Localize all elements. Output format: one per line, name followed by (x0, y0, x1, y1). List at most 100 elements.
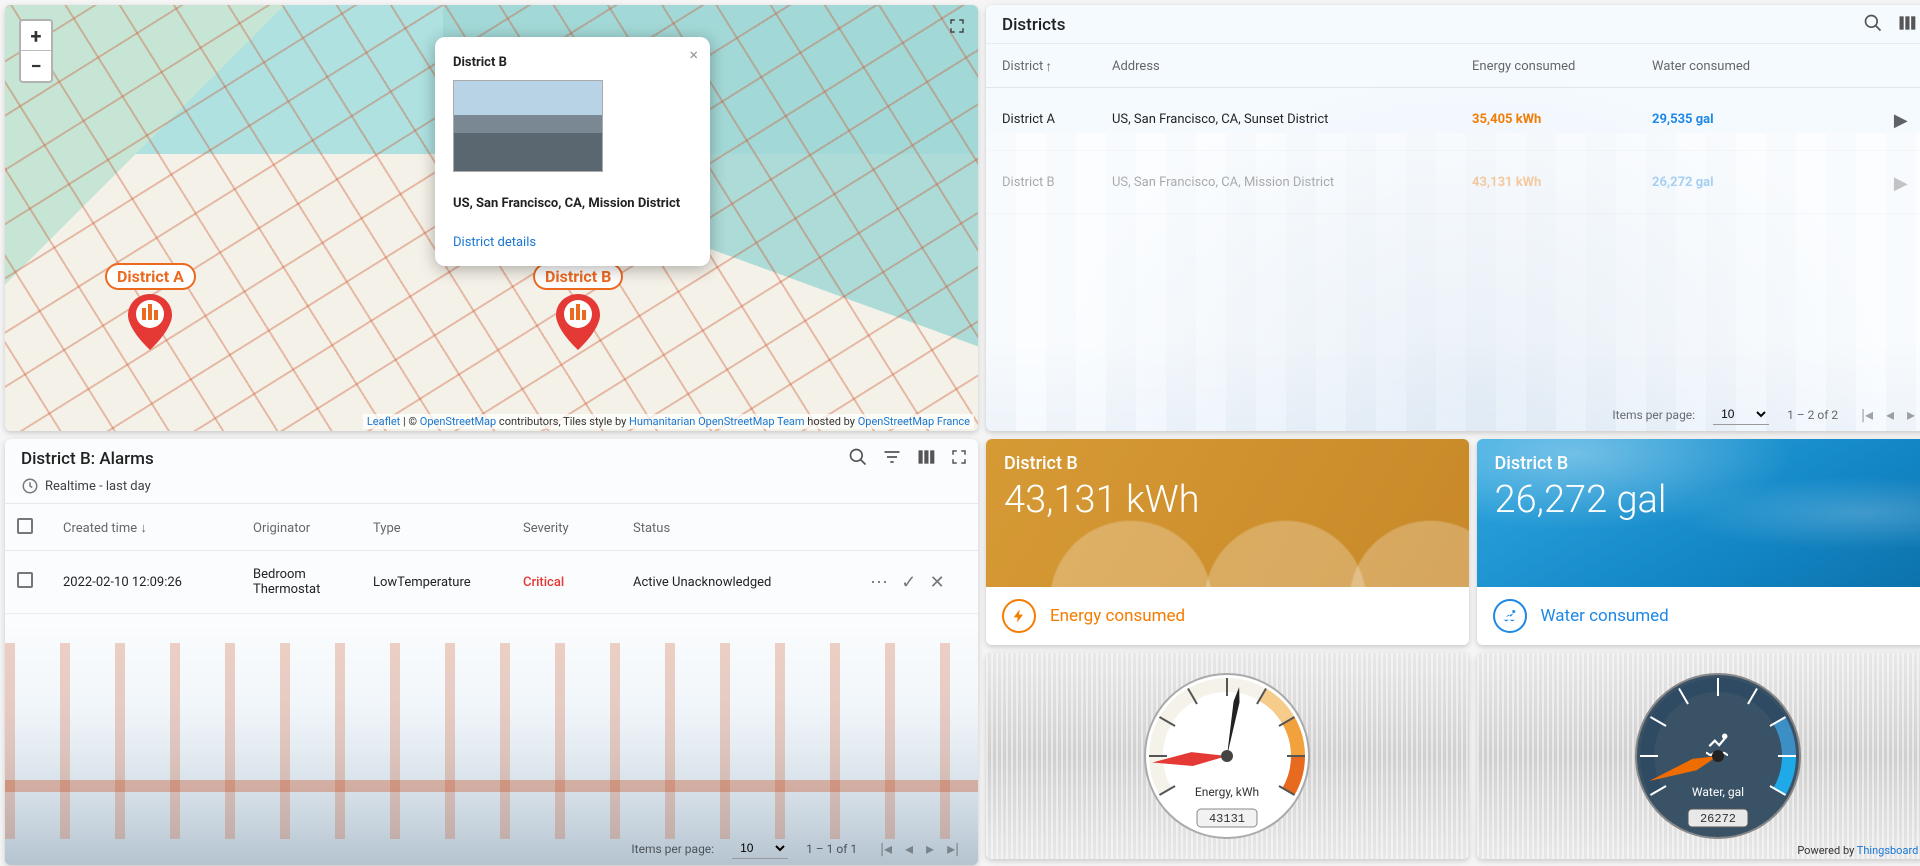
table-row[interactable]: 2022-02-10 12:09:26 Bedroom Thermostat L… (5, 551, 978, 614)
more-icon[interactable]: ⋯ (870, 572, 888, 593)
col-originator[interactable]: Originator (241, 504, 361, 551)
clear-icon[interactable]: ✕ (930, 572, 945, 593)
cell-type: LowTemperature (361, 551, 511, 614)
stats-gauges-group: District B 43,131 kWh Energy consumed Di… (986, 439, 1920, 865)
columns-icon[interactable] (916, 447, 936, 467)
col-type[interactable]: Type (361, 504, 511, 551)
columns-icon[interactable] (1897, 13, 1917, 33)
districts-widget: Districts District↑ Address Energy consu… (986, 5, 1920, 431)
district-details-link[interactable]: District details (453, 235, 536, 250)
realtime-subline[interactable]: Realtime - last day (5, 477, 978, 503)
thingsboard-link[interactable]: Thingsboard v.3.3.4 (1857, 844, 1920, 857)
osmfr-link[interactable]: OpenStreetMap France (858, 415, 970, 428)
alarms-table: Created time ↓ Originator Type Severity … (5, 503, 978, 614)
bolt-icon (1002, 599, 1036, 633)
play-icon[interactable]: ▶ (1894, 110, 1908, 131)
cell-energy: 43,131 kWh (1456, 151, 1636, 214)
filter-icon[interactable] (882, 447, 902, 467)
popup-address: US, San Francisco, CA, Mission District (453, 196, 692, 211)
energy-stat-card: District B 43,131 kWh Energy consumed (986, 439, 1469, 645)
stat-label: Water consumed (1541, 606, 1669, 626)
svg-text:43131: 43131 (1209, 812, 1245, 826)
svg-text:Energy, kWh: Energy, kWh (1195, 785, 1259, 799)
water-stat-card: District B 26,272 gal Water consumed (1477, 439, 1920, 645)
pager-range: 1 – 2 of 2 (1787, 408, 1838, 422)
cell-address: US, San Francisco, CA, Mission District (1096, 151, 1456, 214)
search-icon[interactable] (1863, 13, 1883, 33)
col-address[interactable]: Address (1096, 44, 1456, 88)
cell-created: 2022-02-10 12:09:26 (51, 551, 241, 614)
col-energy[interactable]: Energy consumed (1456, 44, 1636, 88)
col-status[interactable]: Status (621, 504, 848, 551)
table-row[interactable]: District A US, San Francisco, CA, Sunset… (986, 88, 1920, 151)
cell-water: 26,272 gal (1636, 151, 1816, 214)
map-popup: × District B US, San Francisco, CA, Miss… (435, 37, 710, 266)
widget-tools (1863, 13, 1920, 33)
table-row[interactable]: District B US, San Francisco, CA, Missio… (986, 151, 1920, 214)
row-checkbox[interactable] (17, 572, 33, 588)
cell-status: Active Unacknowledged (621, 551, 848, 614)
search-icon[interactable] (848, 447, 868, 467)
widget-title: Districts (986, 5, 1920, 43)
pin-icon (105, 294, 196, 350)
cell-district: District B (986, 151, 1096, 214)
ipp-label: Items per page: (1612, 408, 1695, 422)
cell-district: District A (986, 88, 1096, 151)
page-first-icon[interactable]: |◂ (880, 839, 892, 858)
stat-district-name: District B (1004, 453, 1451, 474)
energy-gauge: Energy, kWh 43131 (986, 653, 1469, 859)
map-marker-district-a[interactable]: District A (105, 263, 196, 350)
col-water[interactable]: Water consumed (1636, 44, 1816, 88)
alarms-widget: District B: Alarms Realtime - last day C… (5, 439, 978, 865)
page-prev-icon[interactable]: ◂ (905, 839, 913, 858)
cell-energy: 35,405 kWh (1456, 88, 1636, 151)
ipp-label: Items per page: (631, 842, 714, 856)
map-widget: + − District A District B × District B U… (5, 5, 978, 431)
close-icon[interactable]: × (689, 45, 698, 64)
select-all-checkbox[interactable] (17, 518, 33, 534)
page-prev-icon[interactable]: ◂ (1886, 405, 1894, 424)
zoom-out-button[interactable]: − (21, 51, 51, 81)
ack-icon[interactable]: ✓ (901, 572, 916, 593)
sort-desc-icon: ↓ (140, 521, 147, 536)
hot-link[interactable]: Humanitarian OpenStreetMap Team (629, 415, 805, 428)
stat-district-name: District B (1495, 453, 1920, 474)
zoom-in-button[interactable]: + (21, 21, 51, 51)
pin-icon (533, 294, 623, 350)
pager-range: 1 – 1 of 1 (806, 842, 857, 856)
alarms-pager: Items per page: 10 1 – 1 of 1 |◂ ◂ ▸ ▸| (631, 838, 964, 859)
leaflet-link[interactable]: Leaflet (367, 415, 400, 428)
marker-label: District A (105, 263, 196, 290)
districts-pager: Items per page: 10 1 – 2 of 2 |◂ ◂ ▸ ▸| (1612, 404, 1920, 425)
col-district[interactable]: District↑ (986, 44, 1096, 88)
svg-text:Water, gal: Water, gal (1692, 785, 1744, 799)
footer-credit: Powered by Thingsboard v.3.3.4 (1797, 844, 1920, 857)
page-first-icon[interactable]: |◂ (1861, 405, 1873, 424)
map-attribution: Leaflet | © OpenStreetMap contributors, … (363, 414, 974, 429)
zoom-control: + − (19, 19, 53, 83)
districts-table: District↑ Address Energy consumed Water … (986, 43, 1920, 214)
osm-link[interactable]: OpenStreetMap (420, 415, 496, 428)
sort-asc-icon: ↑ (1045, 59, 1052, 75)
page-last-icon[interactable]: ▸| (947, 839, 959, 858)
fullscreen-icon[interactable] (948, 17, 966, 35)
play-icon[interactable]: ▶ (1894, 173, 1908, 194)
page-next-icon[interactable]: ▸ (926, 839, 934, 858)
cell-address: US, San Francisco, CA, Sunset District (1096, 88, 1456, 151)
popup-image (453, 80, 603, 172)
col-severity[interactable]: Severity (511, 504, 621, 551)
svg-text:26272: 26272 (1700, 812, 1736, 826)
fullscreen-icon[interactable] (950, 447, 968, 467)
popup-title: District B (453, 55, 692, 70)
swimmer-icon (1493, 599, 1527, 633)
ipp-select[interactable]: 10 (1713, 404, 1769, 425)
cell-originator: Bedroom Thermostat (241, 551, 361, 614)
stat-value: 43,131 kWh (1004, 478, 1451, 522)
cell-water: 29,535 gal (1636, 88, 1816, 151)
map-marker-district-b[interactable]: District B (533, 263, 623, 350)
col-created[interactable]: Created time ↓ (51, 504, 241, 551)
cell-severity: Critical (511, 551, 621, 614)
page-next-icon[interactable]: ▸ (1907, 405, 1915, 424)
stat-value: 26,272 gal (1495, 478, 1920, 522)
ipp-select[interactable]: 10 (732, 838, 788, 859)
